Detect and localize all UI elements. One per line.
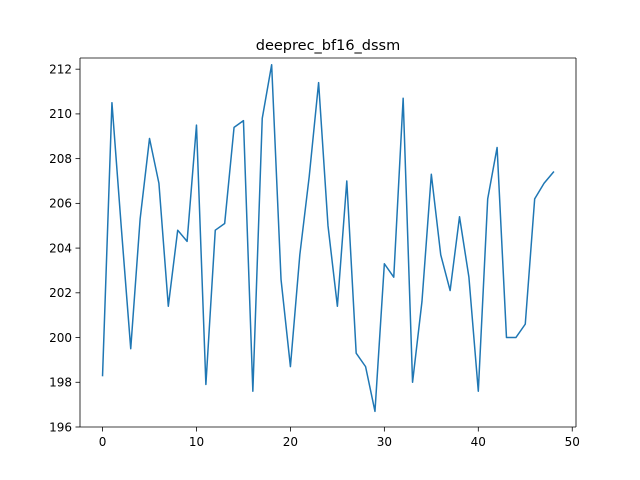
y-tick-label: 198 — [49, 376, 72, 390]
x-axis: 0 10 20 30 40 50 — [99, 427, 580, 449]
y-tick-label: 212 — [49, 62, 72, 76]
chart-title: deeprec_bf16_dssm — [256, 38, 400, 54]
x-tick-label: 0 — [99, 435, 107, 449]
y-tick-label: 210 — [49, 107, 72, 121]
x-tick-label: 20 — [283, 435, 298, 449]
y-axis: 196 198 200 202 204 206 208 210 212 — [49, 62, 80, 434]
y-tick-label: 202 — [49, 286, 72, 300]
y-tick-label: 196 — [49, 420, 72, 434]
x-tick-label: 30 — [377, 435, 392, 449]
y-tick-label: 204 — [49, 241, 72, 255]
x-tick-label: 40 — [471, 435, 486, 449]
data-series — [101, 63, 555, 413]
series-line-1 — [101, 63, 555, 413]
y-tick-label: 208 — [49, 152, 72, 166]
x-tick-label: 10 — [189, 435, 204, 449]
y-tick-label: 206 — [49, 197, 72, 211]
plot-frame — [79, 57, 577, 428]
x-tick-label: 50 — [565, 435, 580, 449]
y-tick-label: 200 — [49, 331, 72, 345]
